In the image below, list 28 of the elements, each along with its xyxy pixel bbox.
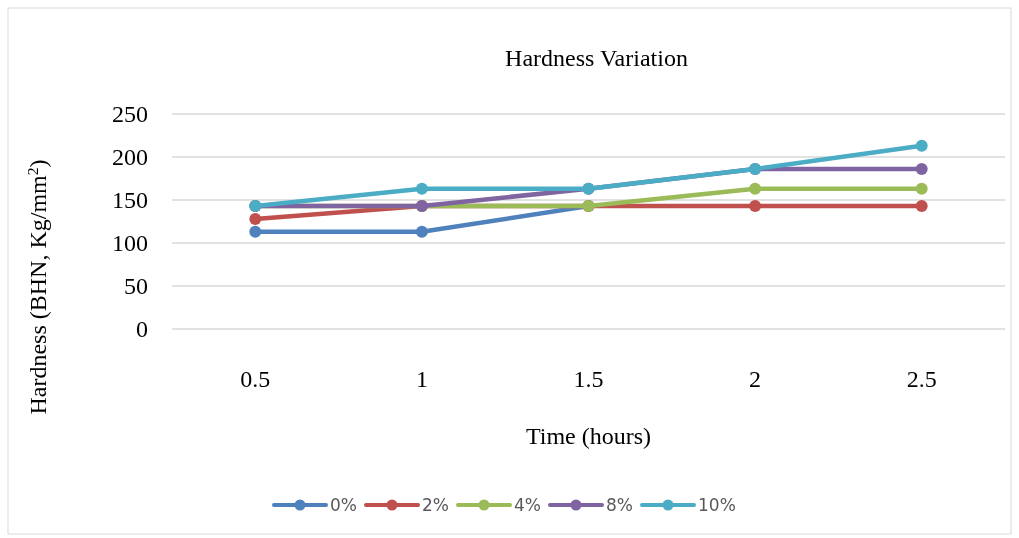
legend-label: 10% (698, 494, 736, 515)
x-axis-title: Time (hours) (525, 423, 652, 449)
legend-label: 4% (514, 494, 541, 515)
point (249, 212, 262, 225)
y-tick-label: 0 (136, 316, 148, 343)
x-tick-label: 0.5 (240, 366, 271, 393)
point (915, 163, 928, 176)
point (749, 200, 762, 213)
point (749, 182, 762, 195)
chart-title: Hardness Variation (505, 45, 688, 71)
legend-label: 2% (422, 494, 449, 515)
x-tick-label: 1 (415, 366, 428, 393)
x-tick-label: 1.5 (573, 366, 604, 393)
y-tick-label: 150 (112, 187, 148, 214)
point (915, 139, 928, 152)
point (249, 225, 262, 238)
point (415, 225, 428, 238)
legend-label: 8% (606, 494, 633, 515)
point (415, 182, 428, 195)
x-tick-label: 2.5 (906, 366, 937, 393)
y-tick-label: 200 (112, 144, 148, 171)
point (915, 182, 928, 195)
y-tick-label: 100 (112, 230, 148, 257)
y-tick-label: 50 (124, 273, 148, 300)
x-tick-label: 2 (749, 366, 762, 393)
point (915, 200, 928, 213)
legend-label: 0% (330, 494, 357, 515)
y-tick-label: 250 (112, 101, 148, 128)
